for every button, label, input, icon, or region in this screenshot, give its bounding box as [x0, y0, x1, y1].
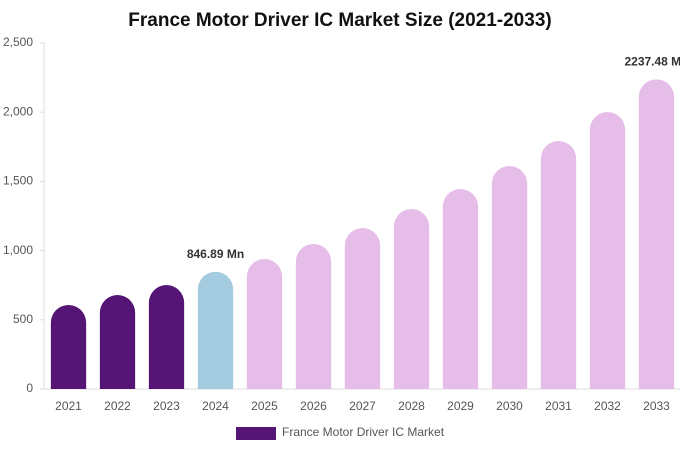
x-tick-label: 2030 [496, 399, 523, 413]
x-tick-label: 2023 [153, 399, 180, 413]
x-tick-label: 2026 [300, 399, 327, 413]
x-tick-label: 2024 [202, 399, 229, 413]
value-label: 846.89 Mn [187, 247, 244, 261]
y-tick-label: 500 [13, 312, 33, 326]
value-label: 2237.48 Mn [624, 55, 680, 69]
bar [99, 295, 136, 389]
bar [638, 79, 675, 389]
bar [148, 285, 185, 389]
bar [295, 243, 332, 389]
y-tick-label: 2,500 [3, 35, 33, 49]
x-tick-label: 2022 [104, 399, 131, 413]
legend-swatch [236, 427, 276, 440]
bar [491, 166, 528, 389]
bar [50, 304, 87, 389]
bar [393, 208, 430, 389]
bar [197, 271, 234, 389]
x-tick-label: 2027 [349, 399, 376, 413]
bar [540, 140, 577, 389]
y-tick-label: 1,000 [3, 243, 33, 257]
bar [589, 112, 626, 389]
chart-title: France Motor Driver IC Market Size (2021… [128, 10, 551, 31]
x-tick-label: 2031 [545, 399, 572, 413]
x-tick-label: 2033 [643, 399, 670, 413]
x-tick-label: 2029 [447, 399, 474, 413]
bar [442, 189, 479, 389]
x-tick-label: 2025 [251, 399, 278, 413]
x-tick-label: 2032 [594, 399, 621, 413]
legend-label: France Motor Driver IC Market [282, 425, 445, 439]
x-tick-label: 2028 [398, 399, 425, 413]
bar [344, 228, 381, 389]
y-tick-label: 0 [26, 381, 33, 395]
bar [246, 259, 283, 389]
y-tick-label: 1,500 [3, 174, 33, 188]
x-tick-label: 2021 [55, 399, 82, 413]
y-tick-label: 2,000 [3, 104, 33, 118]
